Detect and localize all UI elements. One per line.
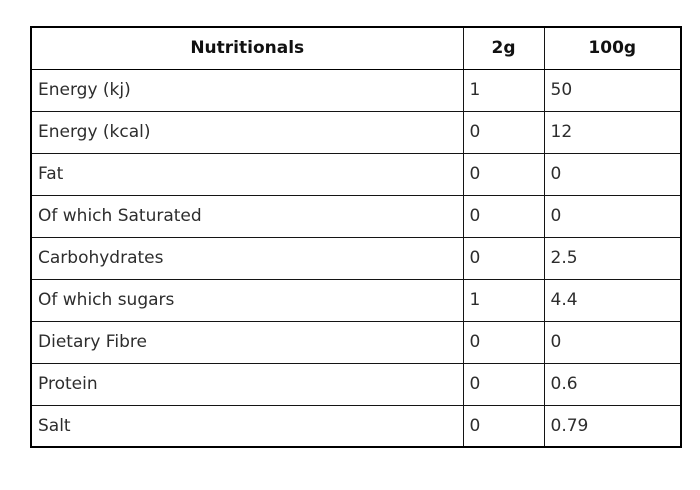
nutrition-table-header: Nutritionals 2g 100g: [30, 26, 682, 70]
row-label: Energy (kcal): [30, 110, 464, 154]
table-row: Salt 0 0.79: [30, 404, 682, 448]
cell-2g: 1: [462, 68, 545, 112]
row-label: Salt: [30, 404, 464, 448]
row-label: Energy (kj): [30, 68, 464, 112]
nutrition-table-container: Nutritionals 2g 100g Energy (kj) 1 50 Energ…: [30, 26, 682, 448]
cell-100g: 12: [543, 110, 682, 154]
cell-100g: 0: [543, 194, 682, 238]
row-label: Protein: [30, 362, 464, 406]
table-row: Of which Saturated 0 0: [30, 194, 682, 238]
table-row: Energy (kcal) 0 12: [30, 110, 682, 154]
nutrition-table: Nutritionals 2g 100g Energy (kj) 1 50 Energ…: [30, 26, 682, 448]
row-label: Of which sugars: [30, 278, 464, 322]
table-row: Of which sugars 1 4.4: [30, 278, 682, 322]
table-row: Protein 0 0.6: [30, 362, 682, 406]
row-label: Carbohydrates: [30, 236, 464, 280]
cell-2g: 0: [462, 320, 545, 364]
table-row: Carbohydrates 0 2.5: [30, 236, 682, 280]
column-header-nutritionals: Nutritionals: [30, 26, 464, 70]
cell-100g: 50: [543, 68, 682, 112]
table-row: Dietary Fibre 0 0: [30, 320, 682, 364]
cell-2g: 0: [462, 152, 545, 196]
cell-2g: 0: [462, 236, 545, 280]
table-row: Fat 0 0: [30, 152, 682, 196]
column-header-2g: 2g: [462, 26, 545, 70]
row-label: Fat: [30, 152, 464, 196]
nutrition-table-body: Energy (kj) 1 50 Energy (kcal) 0 12 Fat 0 0 Of wh…: [30, 68, 682, 448]
table-row: Energy (kj) 1 50: [30, 68, 682, 112]
row-label: Of which Saturated: [30, 194, 464, 238]
cell-2g: 0: [462, 110, 545, 154]
cell-2g: 0: [462, 194, 545, 238]
row-label: Dietary Fibre: [30, 320, 464, 364]
column-header-100g: 100g: [543, 26, 682, 70]
cell-2g: 0: [462, 404, 545, 448]
cell-100g: 0: [543, 320, 682, 364]
header-row: Nutritionals 2g 100g: [30, 26, 682, 70]
cell-2g: 0: [462, 362, 545, 406]
cell-100g: 0.79: [543, 404, 682, 448]
cell-100g: 4.4: [543, 278, 682, 322]
cell-100g: 0.6: [543, 362, 682, 406]
cell-2g: 1: [462, 278, 545, 322]
cell-100g: 0: [543, 152, 682, 196]
cell-100g: 2.5: [543, 236, 682, 280]
